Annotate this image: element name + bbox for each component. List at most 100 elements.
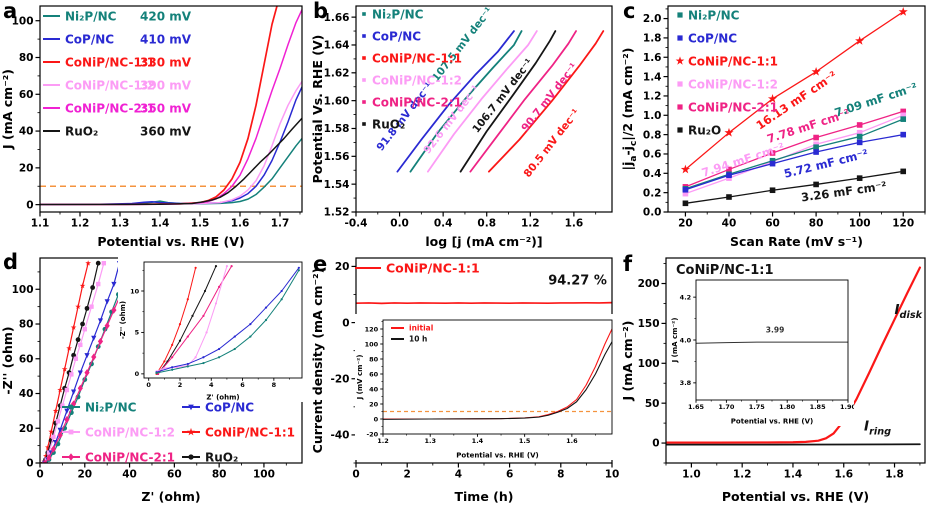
legend-label: CoP/NC [205,400,254,414]
legend-item: RuO₂ 360 mV [43,124,192,138]
series-CoP-NC [684,133,904,191]
y-tick-label: 1.4 [643,71,662,83]
series-CoNiP-NC-1-1 [487,30,605,173]
y-axis-label: -Z'' (ohm) [119,301,127,339]
legend-item: CoNiP/NC-1:2 [62,425,175,439]
x-axis-label: Z' (ohm) [141,489,200,504]
legend-label: CoNiP/NC-2:1 [688,100,778,114]
legend-item: CoNiP/NC-1:1 [675,54,778,68]
legend-item: CoNiP/NC-2:1 [677,100,778,114]
x-tick-label: 2 [404,468,411,480]
y-tick-label: 40 [369,385,379,393]
legend-label: Ni₂P/NC [688,8,740,22]
x-tick-label: 1.2 [521,217,540,229]
x-axis-label: Potential vs. RHE (V) [456,452,538,460]
y-tick-label: 10 [130,287,140,295]
legend-value: 330 mV [140,55,192,69]
panel-b-tag: b [313,0,329,23]
x-tick-label: 1.0 [682,468,701,480]
series-group [40,6,302,206]
legend-label: CoNiP/NC-2:1 [65,101,155,115]
legend-label: CoP/NC [372,29,421,43]
y-tick-label: 0.8 [643,129,662,141]
y-tick-label: -40 [331,430,350,442]
series-CoNiP-NC-1-2 [43,262,105,463]
x-tick-label: 20 [678,217,693,229]
x-tick-label: 0 [36,468,43,480]
legend-label: Ni₂P/NC [85,400,137,414]
plot-frame [39,5,303,213]
y-tick-label: 0 [26,199,33,211]
annotation: Idisk [895,302,923,321]
legend-item: Ni₂P/NC [62,400,137,414]
x-tick-label: 1.4 [151,217,170,229]
x-tick-label: 1.6 [565,217,584,229]
legend-item: CoNiP/NC-1:1 [355,261,480,276]
y-tick-label: 80 [369,355,379,363]
legend-item: CoNiP/NC-2:1 [362,95,462,109]
y-axis-label: J (mV cm⁻²) [356,355,364,401]
x-tick-label: 1.4 [472,437,484,445]
legend-item: Ru₂O [677,123,721,137]
y-tick-label: 0 [26,458,33,470]
stability-chart: 0 2 4 6 8 10 -40 -20 0 20 94.27 % CoNiP/NC-1:1 Time … [310,257,620,504]
legend-item: CoNiP/NC-1:2 [677,77,778,91]
panel-d-tag: d [3,250,19,274]
x-axis-label: Scan Rate (mV s⁻¹) [730,234,863,249]
axes: 0 2 4 6 8 10 -40 -20 0 20 [331,261,620,480]
y-tick-label: 0.4 [643,168,662,180]
plot-frame [382,319,613,435]
x-tick-label: 1.6 [834,468,853,480]
legend-item: RuO₂ [182,450,238,464]
series-electron-transfer-number [696,341,848,344]
series-CoNiP-NC-1-2 [427,30,538,173]
legend-item: Ni₂P/NC [677,8,740,22]
y-axis-label: Potential Vs. RHE (V) [310,35,325,184]
y-axis-label: J (mA cm⁻²) [0,69,15,150]
x-axis-label: Time (h) [455,489,514,504]
series-group [155,265,300,375]
axes: 1.1 1.2 1.3 1.4 1.5 1.6 1.7 0 20 40 60 80 100 [12,15,301,229]
legend-label: 10 h [409,335,427,344]
x-axis-label: Potential vs. RHE (V) [731,418,813,426]
x-tick-label: 20 [77,468,92,480]
series-CoP-NC [156,267,300,373]
legend-label: initial [409,324,433,333]
panel-e-stability: 0 2 4 6 8 10 -40 -20 0 20 94.27 % CoNiP/NC-1:1 Time … [310,250,620,505]
x-tick-label: 6 [506,468,513,480]
x-tick-label: 1.75 [749,403,766,411]
y-tick-label: 20 [335,261,350,273]
y-tick-label: 20 [369,400,379,408]
y-tick-label: 2.0 [643,13,662,25]
x-axis-label: Z' (ohm) [206,394,239,402]
x-axis-label: Potential vs. RHE (V) [722,489,869,504]
y-tick-label: 60 [369,370,379,378]
series-group [666,266,922,446]
y-tick-label: 0 [652,438,659,450]
x-tick-label: 1.2 [733,468,752,480]
panel-e-inset: 1.2 1.3 1.4 1.5 1.6 -20 0 20 40 60 80 100 120 initial… [355,314,618,460]
tafel-chart: -0.4 0.0 0.4 0.8 1.2 1.6 1.52 1.54 1.56 1.58 1.60 1… [310,5,613,249]
series-Ni2P-NC [156,269,300,374]
series-CoNiP-NC-2-1 [469,30,577,173]
x-tick-label: 1.4 [784,468,803,480]
legend-label: Ni₂P/NC [65,9,117,23]
y-tick-label: 50 [645,398,660,410]
annotation: 7.09 mF cm⁻² [833,80,919,120]
electron-number-inset-chart: 1.65 1.70 1.75 1.80 1.85 1.90 3.8 4.0 4.2 3.99 Pot… [671,279,854,426]
x-tick-label: 1.6 [231,217,250,229]
series-RuO2 [459,30,557,173]
x-tick-label: 1.7 [271,217,290,229]
y-tick-label: 3.8 [680,379,692,387]
x-tick-label: 1.8 [885,468,904,480]
legend-label: CoNiP/NC-1:1 [386,261,480,276]
legend-label: RuO₂ [372,117,405,131]
panel-c-cdl: 20 40 60 80 100 120 0.0 0.2 0.4 0.6 0.8 1.0 1.2 1.4 1.… [620,0,935,250]
y-tick-label: 80 [19,319,34,331]
x-tick-label: 80 [809,217,824,229]
x-tick-label: 0 [146,381,151,389]
panel-d-nyquist: 0 20 40 60 80 100 0 20 40 60 80 100 Ni₂P/NC CoP/NC CoN… [0,250,310,505]
legend-item: CoNiP/NC-2:1 [62,450,175,464]
